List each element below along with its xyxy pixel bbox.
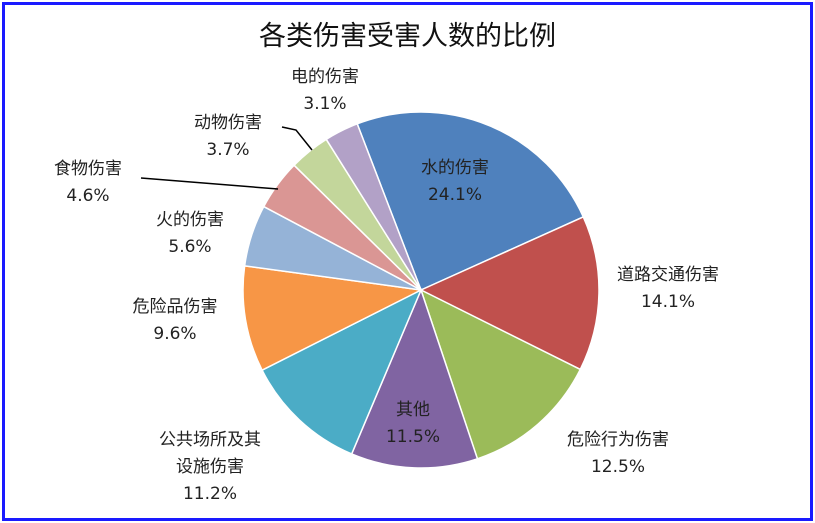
slice-category-label: 水的伤害 xyxy=(421,158,489,178)
slice-category-label: 设施伤害 xyxy=(176,457,244,477)
slice-value-label: 24.1% xyxy=(428,185,482,205)
pie-slice xyxy=(350,287,479,469)
chart-title: 各类伤害受害人数的比例 xyxy=(259,21,556,52)
slice-category-label: 电的伤害 xyxy=(291,67,359,87)
slice-value-label: 14.1% xyxy=(641,292,695,312)
pie-slice xyxy=(419,215,600,371)
slice-value-label: 11.5% xyxy=(386,427,440,447)
slice-value-label: 3.7% xyxy=(206,140,249,160)
pie-slice xyxy=(419,288,582,460)
pie-slice xyxy=(242,264,424,372)
slice-value-label: 5.6% xyxy=(168,237,211,257)
slice-category-label: 道路交通伤害 xyxy=(617,265,719,285)
slice-value-label: 11.2% xyxy=(183,484,237,504)
pie-slice xyxy=(356,111,585,292)
slice-category-label: 食物伤害 xyxy=(54,159,122,179)
leader-line xyxy=(140,177,279,190)
pie-slice xyxy=(325,122,422,291)
slice-category-label: 火的伤害 xyxy=(156,210,224,230)
slice-category-label: 危险品伤害 xyxy=(133,297,218,317)
slice-value-label: 4.6% xyxy=(66,186,109,206)
slice-category-label: 危险行为伤害 xyxy=(567,430,669,450)
slice-category-label: 公共场所及其 xyxy=(159,430,261,450)
pie-slice xyxy=(261,288,423,455)
slice-category-label: 其他 xyxy=(396,400,430,420)
slice-category-label: 动物伤害 xyxy=(194,113,262,133)
slice-value-label: 12.5% xyxy=(591,457,645,477)
slice-value-label: 9.6% xyxy=(153,324,196,344)
leader-line xyxy=(281,126,313,151)
slice-value-label: 3.1% xyxy=(303,94,346,114)
